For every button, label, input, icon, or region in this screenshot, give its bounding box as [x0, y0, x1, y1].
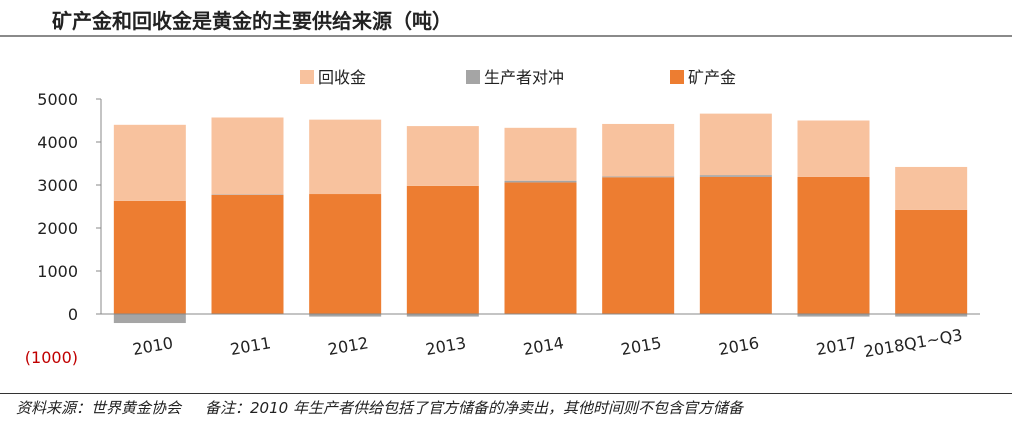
x-tick-label: 2015 [619, 333, 662, 359]
bar-producer-hedging [504, 180, 577, 183]
y-tick-label: 3000 [37, 176, 78, 195]
bar-producer-hedging [602, 176, 675, 178]
note-text: 备注：2010 年生产者供给包括了官方储备的净卖出，其他时间则不包含官方储备 [205, 399, 743, 417]
legend-swatch [300, 70, 314, 84]
bar-producer-hedging [797, 314, 870, 317]
x-tick-label: 2013 [424, 333, 467, 359]
bar-producer-hedging [113, 314, 186, 324]
bar-mine-gold [406, 185, 479, 314]
x-axis: 2010 2011 2012 2013 2014 2015 2016 2017 2018Q1~Q… [101, 313, 980, 361]
bar-mine-gold [309, 194, 382, 314]
source-text: 资料来源：世界黄金协会 [16, 399, 182, 417]
legend-label: 生产者对冲 [484, 68, 564, 87]
x-tick-label: 2016 [717, 333, 760, 359]
bar-mine-gold [602, 177, 675, 314]
x-tick-label: 2011 [229, 333, 272, 359]
bar-producer-hedging [309, 314, 382, 317]
bar-recycled-gold [895, 166, 968, 210]
x-tick-label: 2018Q1~Q3 [862, 325, 963, 361]
bars [113, 113, 968, 324]
bar-mine-gold [699, 176, 772, 314]
bar-recycled-gold [211, 117, 284, 195]
x-tick-label: 2014 [522, 333, 565, 359]
y-tick-label: 2000 [37, 219, 78, 238]
chart-legend: 回收金 生产者对冲 矿产金 [300, 68, 736, 87]
y-tick-label: 0 [68, 305, 78, 324]
bar-producer-hedging [895, 314, 968, 317]
bar-mine-gold [895, 209, 968, 314]
bar-recycled-gold [113, 124, 186, 201]
x-tick-label: 2012 [326, 333, 369, 359]
legend-swatch [670, 70, 684, 84]
y-tick-label: 5000 [37, 90, 78, 109]
x-tick-label: 2010 [131, 333, 174, 359]
footer-divider [0, 393, 1012, 394]
chart-title: 矿产金和回收金是黄金的主要供给来源（吨） [52, 9, 452, 33]
bar-recycled-gold [699, 113, 772, 176]
bar-recycled-gold [797, 120, 870, 177]
legend-label: 矿产金 [688, 68, 736, 87]
legend-label: 回收金 [318, 68, 366, 87]
title-divider [0, 35, 1012, 37]
bar-mine-gold [504, 182, 577, 314]
bar-mine-gold [211, 194, 284, 314]
legend-swatch [466, 70, 480, 84]
bar-recycled-gold [602, 123, 675, 177]
bar-mine-gold [113, 200, 186, 314]
bar-recycled-gold [309, 119, 382, 195]
x-tick-label: 2017 [815, 333, 858, 359]
y-tick-label: 1000 [37, 262, 78, 281]
bar-mine-gold [797, 176, 870, 314]
footer: 资料来源：世界黄金协会 备注：2010 年生产者供给包括了官方储备的净卖出，其他时… [16, 397, 743, 418]
y-tick-label: (1000) [25, 348, 78, 367]
bar-recycled-gold [406, 126, 479, 186]
y-tick-label: 4000 [37, 133, 78, 152]
bar-recycled-gold [504, 127, 577, 181]
bar-producer-hedging [406, 314, 479, 317]
stacked-bar-chart: 回收金 生产者对冲 矿产金 500040003000200010000(1000) … [25, 68, 980, 367]
bar-producer-hedging [699, 175, 772, 177]
y-axis: 5000 4000 3000 2000 1000 0 (1000) [25, 90, 102, 367]
